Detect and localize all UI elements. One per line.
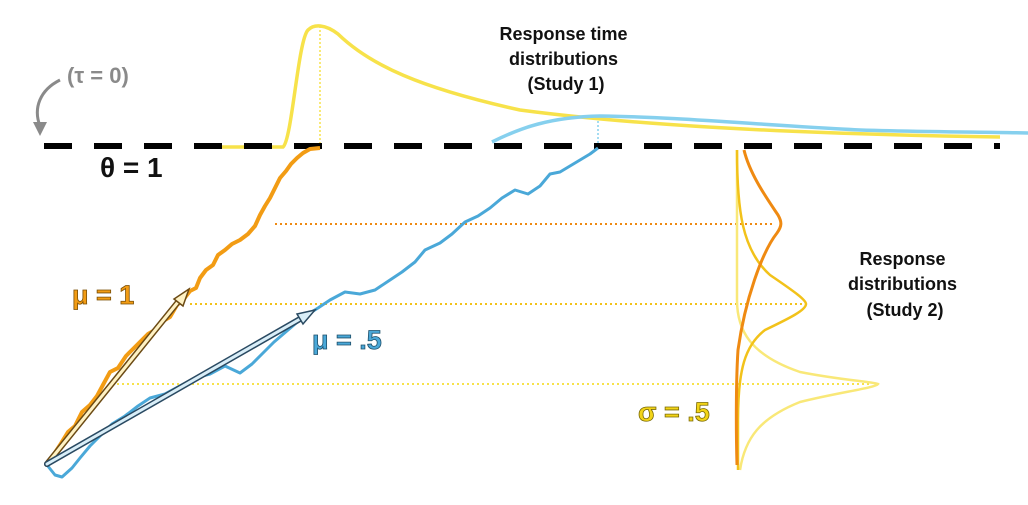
response-distribution-light — [735, 150, 880, 471]
response-distributions-title: Response distributions (Study 2) — [848, 249, 962, 320]
tau-arrow — [35, 78, 61, 127]
evidence-path-blue — [45, 146, 599, 479]
evidence-path-orange — [45, 146, 321, 467]
response-distribution-orange — [734, 149, 783, 466]
drift-label-mu-0-5: μ = .5 — [312, 325, 382, 355]
rt-distribution-yellow — [200, 24, 1001, 149]
drift-arrow-mu-1 — [44, 287, 191, 467]
rt-distribution-blue — [491, 114, 1028, 144]
drift-arrow-mu-0-5 — [44, 308, 318, 467]
tau-label: (τ = 0) — [67, 63, 129, 88]
rt-distributions-title: Response time distributions (Study 1) — [499, 24, 632, 94]
threshold-label: θ = 1 — [100, 152, 163, 183]
drift-label-mu-1: μ = 1 — [72, 280, 134, 310]
tau-arrowhead — [33, 122, 47, 136]
sigma-label: σ = .5 — [638, 397, 710, 427]
response-distribution-yellow — [735, 149, 808, 470]
